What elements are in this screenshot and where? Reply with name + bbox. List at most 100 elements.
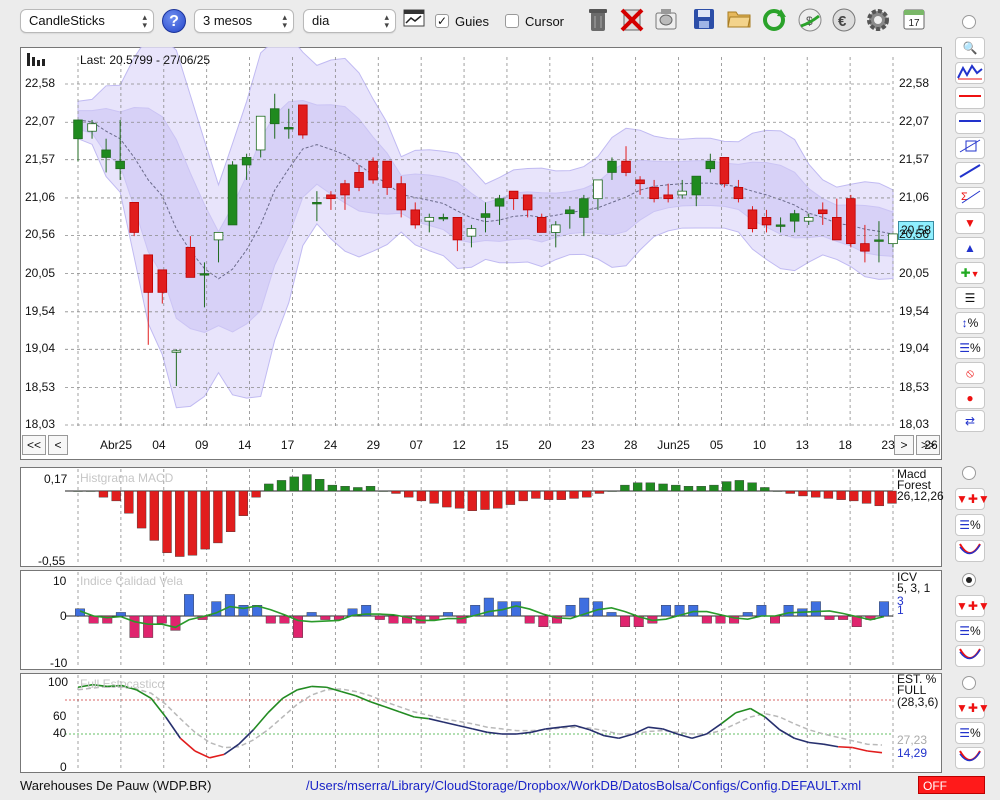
macd-bar: [632, 482, 643, 492]
nav-last-button[interactable]: >>: [916, 435, 940, 455]
arrow-down-red-icon[interactable]: ▼: [955, 212, 985, 234]
open-folder-icon[interactable]: [725, 7, 753, 35]
candle-body: [832, 217, 842, 241]
y-tick-left: 19,54: [25, 303, 56, 318]
panel-select-radio-stoch[interactable]: [962, 676, 976, 690]
stoch-k-segment: [165, 716, 181, 739]
x-tick-label: 12: [452, 438, 466, 452]
icv-lines-icon[interactable]: ☰%: [955, 620, 985, 642]
horizontal-red-line-icon[interactable]: [955, 87, 985, 109]
candle-body: [761, 217, 772, 226]
icv-bar: [729, 615, 740, 624]
nav-first-button[interactable]: <<: [22, 435, 46, 455]
x-tick-label: 23: [881, 438, 895, 452]
stoch-k-segment: [209, 753, 225, 759]
icv-curve-icon[interactable]: [955, 645, 985, 667]
arrow-up-blue-icon[interactable]: ▲: [955, 237, 985, 259]
price-chart-svg[interactable]: [20, 47, 942, 460]
stoch-k-value: 14,29: [897, 746, 928, 760]
gear-icon[interactable]: [864, 7, 892, 35]
scale-percent-icon[interactable]: ↕%: [955, 312, 985, 334]
stoch-k-segment: [589, 729, 605, 737]
macd-bar: [734, 480, 745, 492]
config-path-link[interactable]: /Users/mserra/Library/CloudStorage/Dropb…: [306, 778, 862, 793]
y-tick-left: 22,07: [25, 114, 56, 129]
stoch-k-segment: [399, 711, 415, 718]
candle-body: [382, 160, 392, 188]
stoch-arrows-icon[interactable]: ▼✚▼: [955, 697, 990, 719]
macd-arrows-icon[interactable]: ▼✚▼: [955, 488, 990, 510]
trash-icon[interactable]: [584, 7, 612, 35]
sigma-icon[interactable]: Σ: [955, 187, 985, 209]
macd-bar: [785, 490, 795, 494]
macd-curve-icon[interactable]: [955, 540, 985, 562]
record-icon[interactable]: ●: [955, 387, 985, 409]
save-icon[interactable]: [690, 7, 718, 35]
candle-body: [705, 160, 716, 170]
panel-select-radio-icv[interactable]: [962, 573, 976, 587]
indicator-chart-icon[interactable]: [955, 62, 985, 84]
trendline-icon[interactable]: [955, 162, 985, 184]
macd-bar: [353, 487, 363, 492]
stoch-k-segment: [794, 737, 810, 744]
stochastic-panel[interactable]: [20, 673, 942, 773]
stop-icon[interactable]: ⦸: [955, 362, 985, 384]
stoch-k-segment: [311, 685, 327, 689]
stoch-lines-icon[interactable]: ☰%: [955, 722, 985, 744]
icv-value1: 3: [897, 594, 904, 608]
y-tick-right: 22,58: [899, 76, 930, 90]
delete-icon[interactable]: [618, 7, 646, 35]
icv-arrows-icon[interactable]: ▼✚▼: [955, 595, 990, 617]
macd-bar: [73, 490, 83, 492]
chart-toggle-icon[interactable]: [400, 7, 428, 35]
macd-bar: [569, 490, 579, 499]
x-tick-label: Jun25: [657, 438, 690, 452]
refresh-icon[interactable]: [760, 7, 788, 35]
candle-body: [87, 123, 97, 132]
chart-type-select[interactable]: CandleSticks ▴ ▾: [20, 9, 154, 33]
icv-bar: [715, 615, 726, 624]
storage-icon[interactable]: [652, 7, 680, 35]
macd-panel[interactable]: [20, 467, 942, 567]
stoch-d-line: [77, 685, 883, 749]
swap-icon[interactable]: ⇄: [955, 410, 985, 432]
panel-select-radio-main[interactable]: [962, 15, 976, 29]
percent-lines-icon[interactable]: ☰%: [955, 337, 985, 359]
stoch-k-segment: [560, 724, 576, 728]
icv-params: 5, 3, 1: [897, 581, 931, 595]
stoch-k-segment: [852, 746, 868, 752]
candle-body: [227, 164, 238, 226]
lines-list-icon[interactable]: ☰: [955, 287, 985, 309]
fibonacci-icon[interactable]: [955, 137, 985, 159]
cursor-checkbox[interactable]: [505, 14, 519, 28]
help-icon[interactable]: ?: [162, 9, 186, 33]
macd-bar: [620, 484, 630, 492]
macd-title: Histgrama MACD: [80, 471, 174, 485]
candle-body: [607, 160, 617, 173]
macd-ybottom-label: -0,55: [38, 554, 66, 568]
stoch-k-segment: [238, 729, 254, 745]
euro-icon[interactable]: €: [830, 7, 858, 35]
off-status-button[interactable]: OFF: [918, 776, 985, 794]
add-indicator-icon[interactable]: ✚▼: [955, 262, 985, 284]
period-value: 3 mesos: [203, 13, 253, 28]
nav-next-button[interactable]: >: [894, 435, 914, 455]
candle-body: [213, 231, 224, 241]
icv-bar: [456, 615, 467, 624]
panel-select-radio-macd[interactable]: [962, 466, 976, 480]
zoom-icon[interactable]: 🔍: [955, 37, 985, 59]
instrument-label: Warehouses De Pauw (WDP.BR): [20, 778, 212, 793]
macd-bar: [836, 490, 846, 500]
x-tick-label: 17: [280, 438, 295, 452]
stoch-k-segment: [223, 743, 240, 756]
calendar-icon[interactable]: 17: [900, 7, 928, 35]
period-select[interactable]: 3 mesos ▴ ▾: [194, 9, 294, 33]
stoch-curve-icon[interactable]: [955, 747, 985, 769]
guies-checkbox[interactable]: ✓: [435, 14, 449, 28]
interval-select[interactable]: dia ▴ ▾: [303, 9, 396, 33]
macd-lines-icon[interactable]: ☰%: [955, 514, 985, 536]
horizontal-blue-line-icon[interactable]: [955, 112, 985, 134]
dividend-icon[interactable]: $: [796, 7, 824, 35]
icv-bar: [579, 597, 590, 617]
nav-prev-button[interactable]: <: [48, 435, 68, 455]
